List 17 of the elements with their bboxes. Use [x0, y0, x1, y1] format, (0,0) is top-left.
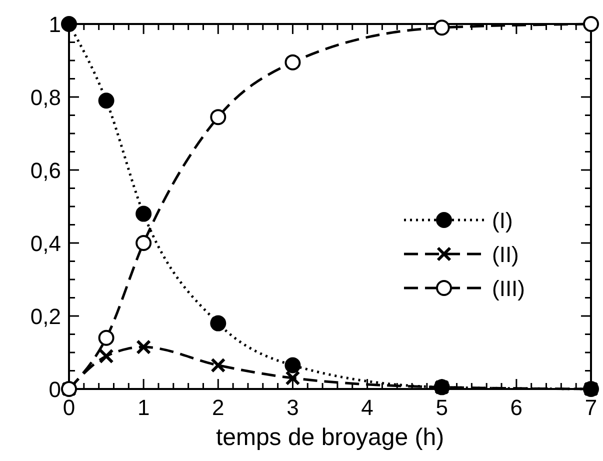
y-tick-label: 0,6: [30, 158, 61, 183]
y-tick-label: 0: [48, 377, 61, 402]
legend-label: (I): [492, 208, 513, 233]
x-tick-label: 3: [286, 395, 299, 420]
y-tick-label: 0,4: [30, 231, 61, 256]
x-tick-label: 6: [510, 395, 523, 420]
legend-label: (III): [492, 276, 525, 301]
y-tick-label: 1: [48, 12, 61, 37]
y-tick-label: 0,2: [30, 304, 61, 329]
x-tick-label: 2: [212, 395, 224, 420]
legend-label: (II): [492, 242, 519, 267]
x-axis-title: temps de broyage (h): [216, 424, 444, 451]
x-tick-label: 7: [584, 395, 598, 420]
x-tick-label: 4: [361, 395, 374, 420]
x-tick-label: 1: [137, 395, 150, 420]
y-tick-label: 0,8: [30, 85, 61, 110]
x-tick-label: 5: [436, 395, 448, 420]
